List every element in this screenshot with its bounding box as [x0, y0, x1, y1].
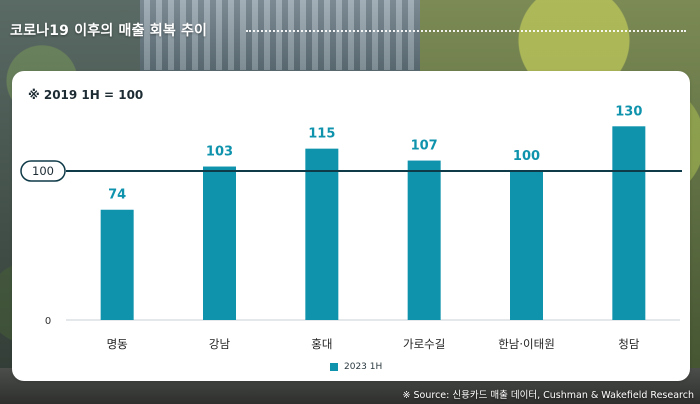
bar	[612, 126, 646, 320]
bar-value-label: 103	[206, 145, 233, 160]
x-tick-label: 강남	[209, 337, 231, 351]
x-tick-label: 명동	[107, 337, 128, 351]
bar-value-label: 130	[615, 104, 642, 119]
bar-value-label: 74	[108, 188, 126, 203]
bar-value-label: 107	[411, 139, 438, 154]
title-dotted-rule	[246, 30, 686, 32]
x-tick-label: 한남·이태원	[498, 337, 555, 351]
bar-value-label: 100	[513, 149, 540, 164]
reference-pill	[20, 160, 66, 182]
x-tick-label: 가로수길	[403, 337, 445, 351]
legend-label: 2023 1H	[344, 362, 383, 372]
source-note: ※ Source: 신용카드 매출 데이터, Cushman & Wakefie…	[402, 390, 694, 401]
x-tick-label: 청담	[618, 337, 640, 351]
page-title: 코로나19 이후의 매출 회복 추이	[10, 23, 208, 39]
index-note: ※ 2019 1H = 100	[28, 88, 144, 102]
background-buildings	[120, 0, 450, 70]
bar	[100, 209, 134, 320]
x-tick-label: 홍대	[311, 337, 332, 351]
reference-label: 100	[32, 164, 54, 178]
bar	[407, 160, 441, 320]
bar	[305, 148, 339, 320]
legend-swatch	[330, 363, 338, 371]
bar	[203, 166, 236, 320]
y-tick-label: 0	[45, 316, 51, 327]
bar-value-label: 115	[308, 127, 335, 142]
bar	[510, 171, 543, 320]
chart-legend: 2023 1H	[330, 362, 382, 372]
